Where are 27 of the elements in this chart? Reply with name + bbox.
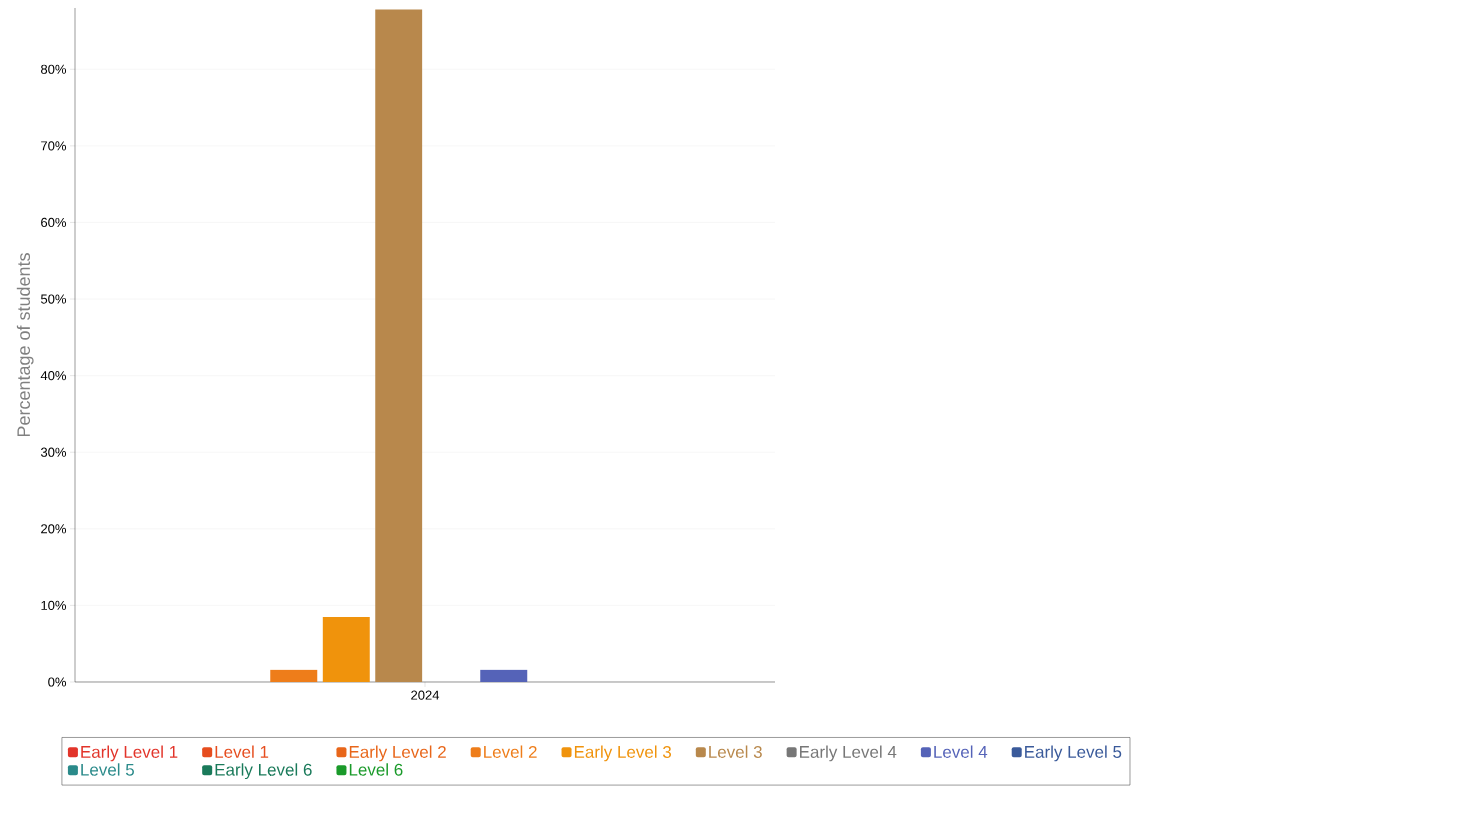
y-tick-label: 0% — [48, 677, 67, 687]
bar — [270, 669, 318, 682]
legend-label: Level 5 — [81, 763, 134, 776]
legend-label: Level 1 — [215, 745, 269, 758]
y-tick-label: 20% — [41, 524, 67, 534]
bar — [375, 9, 423, 682]
y-tick-label: 60% — [41, 217, 67, 228]
legend-label: Early Level 2 — [349, 745, 446, 762]
y-tick-label: 80% — [41, 64, 67, 74]
y-tick-label: 70% — [41, 141, 67, 151]
y-tick-label: 40% — [40, 371, 67, 381]
legend-label: Early Level 6 — [215, 763, 312, 780]
legend-label: Level 2 — [484, 745, 537, 758]
x-tick-label: 2024 — [411, 690, 440, 700]
legend-label: Early Level 5 — [1025, 745, 1122, 762]
legend-label: Early Level 3 — [574, 745, 672, 762]
legend-label: Level 4 — [934, 745, 988, 758]
bar — [480, 669, 528, 682]
legend-label: Level 6 — [349, 763, 403, 776]
y-tick-label: 10% — [41, 600, 67, 610]
y-axis-title: Percentage of students — [16, 253, 34, 437]
legend-label: Early Level 1 — [81, 745, 178, 762]
bar — [322, 616, 370, 682]
legend-label: Early Level 4 — [800, 745, 897, 762]
legend-label: Level 3 — [709, 745, 762, 758]
y-tick-label: 30% — [40, 447, 67, 457]
y-tick-label: 50% — [40, 294, 67, 304]
